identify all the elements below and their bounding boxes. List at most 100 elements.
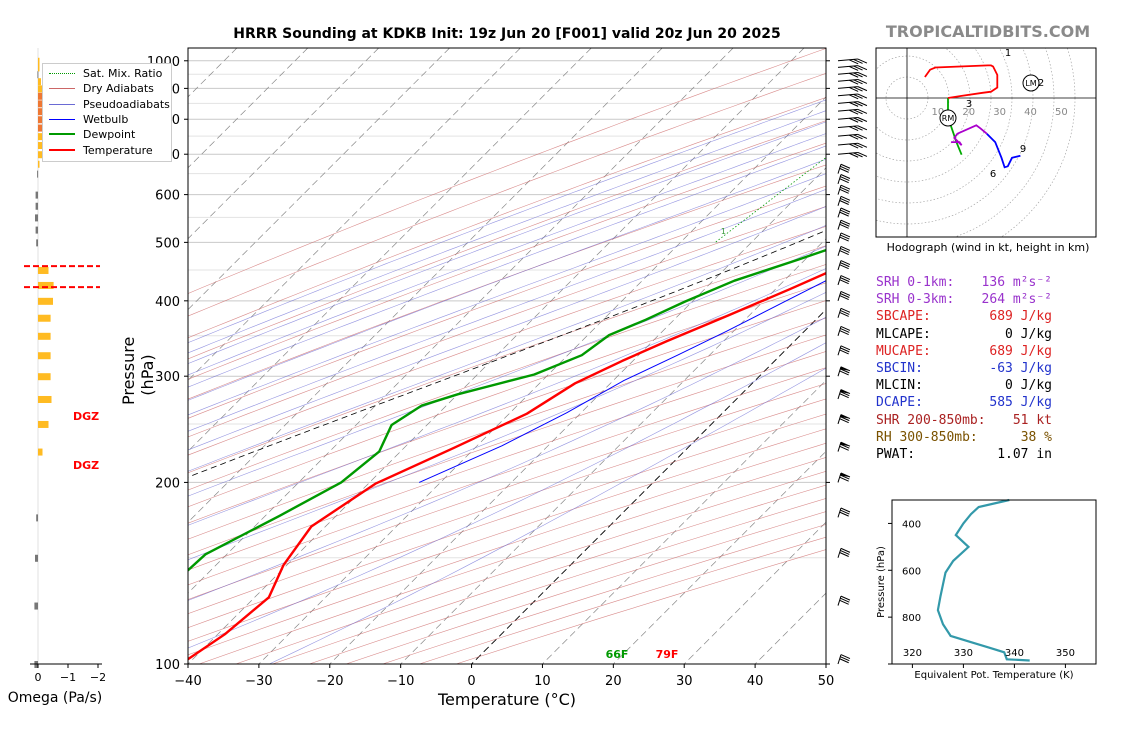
wind-barb-feather: [840, 186, 850, 192]
surface-temperature-label: 79F: [656, 648, 679, 661]
hodo-height-label: 6: [990, 169, 996, 180]
mixing-ratio-line: [869, 48, 1134, 242]
wind-barb-feather: [839, 178, 849, 184]
omega-bar: [38, 373, 51, 381]
mixing-ratio-line: [897, 48, 1134, 242]
wind-barb: [837, 125, 858, 129]
omega-bar: [38, 297, 53, 305]
wind-barb-feather: [857, 86, 868, 92]
wind-barb-feather: [857, 133, 868, 139]
hodo-ring-label: 40: [1024, 107, 1037, 118]
dry-adiabat: [188, 73, 826, 317]
hodo-segment: [924, 64, 999, 99]
wind-barb-feather: [840, 307, 851, 313]
wind-barb-feather: [840, 165, 850, 171]
wind-barb-feather: [840, 509, 850, 515]
wind-barb-feather: [840, 221, 850, 227]
wind-barb-feather: [839, 312, 849, 317]
hodo-ring-label: 10: [932, 107, 945, 118]
wind-barb: [837, 345, 842, 356]
parameter-row: PWAT: 1.07 in: [876, 447, 1116, 462]
isotherm-line: [188, 48, 450, 311]
y-tick-label: 100: [155, 658, 180, 673]
dry-adiabat: [188, 48, 826, 294]
omega-bar: [38, 78, 41, 86]
theta-e-y-label: Pressure (hPa): [876, 546, 887, 618]
wind-barbs: [837, 58, 868, 665]
mixing-ratio-line: [990, 48, 1134, 242]
wind-barb-feather: [853, 125, 863, 131]
series-line-dewpoint: [188, 248, 826, 572]
mixing-ratio-label: 36: [1057, 227, 1067, 236]
wind-barb-feather: [839, 295, 849, 301]
parameter-label: RH 300-850mb:: [876, 429, 978, 445]
wind-barb-feather: [840, 549, 850, 555]
x-tick-label: −30: [245, 674, 272, 689]
wind-barb-feather: [840, 184, 851, 190]
dry-adiabat: [188, 164, 826, 400]
plot-area: 1 4 6 8 10 13 16 20 24 30 36: [188, 48, 1134, 664]
wind-barb-feather: [853, 143, 863, 149]
wind-barb-feather: [840, 441, 851, 447]
wind-barb-feather: [840, 309, 850, 315]
wind-barb-feather: [848, 143, 859, 149]
hodo-lm-marker: [1022, 74, 1040, 92]
wind-barb-feather: [853, 101, 863, 107]
omega-bar: [38, 281, 54, 289]
mixing-ratio-label: 10: [922, 227, 932, 236]
omega-bar: [38, 448, 43, 456]
wind-barb-feather: [840, 277, 850, 283]
dry-adiabat: [188, 300, 826, 524]
wind-barb-feather: [839, 223, 849, 229]
hodo-ring-label: 50: [1055, 107, 1068, 118]
series-line-wetbulb: [418, 280, 826, 483]
parameter-value: 689 J/kg: [989, 309, 1052, 325]
wind-barb-feather: [848, 79, 859, 85]
pseudoadiabat: [188, 173, 826, 416]
wind-barb-feather: [839, 250, 849, 255]
pseudoadiabat: [188, 145, 826, 388]
parameter-value: -63 J/kg: [989, 361, 1052, 376]
wind-barb-feather: [840, 290, 851, 296]
dry-adiabat: [188, 317, 826, 540]
isotherm-line: [188, 48, 521, 381]
wind-barb-feather: [857, 125, 868, 131]
wind-barb-feather: [840, 248, 850, 253]
wind-barb-feather: [848, 86, 859, 92]
wind-barb-feather: [839, 330, 849, 336]
dry-adiabat: [188, 245, 826, 474]
parameter-value: 0 J/kg: [1005, 378, 1052, 394]
hodo-segment: [986, 133, 1021, 169]
omega-bar: [35, 214, 38, 222]
legend-item: Temperature: [49, 143, 153, 157]
wind-barb-feather: [840, 414, 851, 420]
wind-barb-feather: [840, 219, 851, 225]
omega-bar: [37, 170, 39, 178]
mixing-ratio-label: 13: [949, 227, 959, 236]
pseudoadiabat: [188, 158, 826, 401]
hodo-ring-label: 20: [962, 107, 975, 118]
isotherm-line: [471, 308, 826, 664]
wind-barb-feather: [840, 443, 850, 449]
chart-legend: Sat. Mix. Ratio Dry Adiabats Pseudoadiab…: [42, 63, 172, 162]
wind-barb-feather: [839, 476, 849, 482]
wind-barb-feather: [853, 93, 863, 99]
pseudoadiabat: [188, 268, 826, 526]
wind-barb-feather: [840, 245, 851, 251]
omega-bar: [38, 151, 43, 159]
wind-barb: [837, 275, 842, 286]
x-tick-label: 40: [747, 674, 764, 689]
wind-barb-feather: [853, 79, 863, 85]
wind-barb-feather: [839, 264, 849, 270]
wind-barb-feather: [840, 597, 850, 603]
parameter-row: MLCAPE: 0 J/kg: [876, 327, 1116, 342]
wind-barb-feather: [839, 211, 849, 217]
wind-barb-feather: [848, 126, 859, 132]
wind-barb-feather: [848, 109, 859, 115]
wind-barb-feather: [857, 72, 868, 77]
wind-barb-feather: [853, 109, 863, 115]
pseudoadiabat: [188, 206, 826, 451]
y-tick-label: 300: [155, 370, 180, 385]
wind-barb-feather: [848, 152, 859, 158]
